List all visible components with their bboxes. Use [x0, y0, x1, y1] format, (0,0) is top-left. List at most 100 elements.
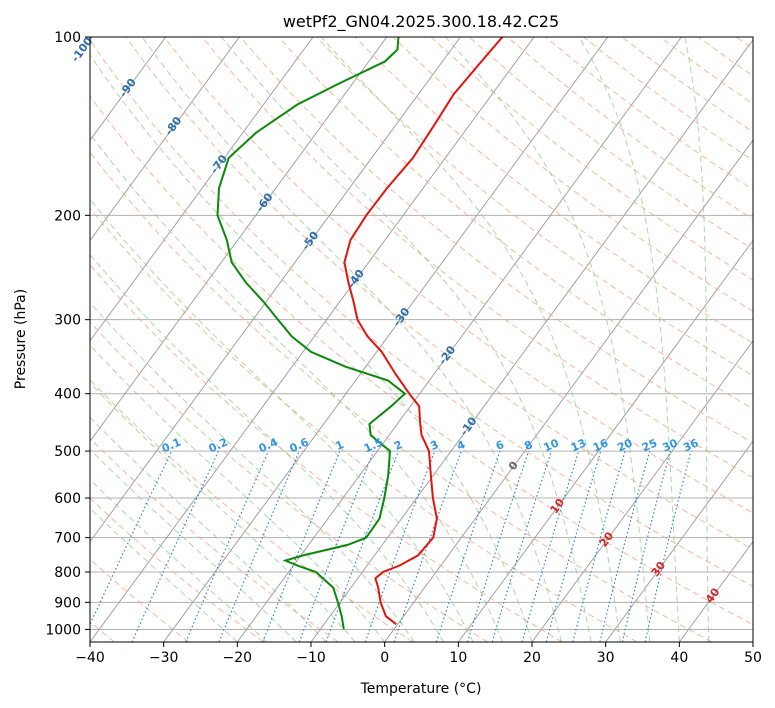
x-axis-label: Temperature (°C): [360, 681, 482, 697]
x-tick-label: 10: [449, 650, 467, 666]
moist-adiabat-line: [90, 301, 415, 642]
isotherm-label: -10: [457, 414, 479, 438]
moist-adiabat-line: [445, 37, 651, 642]
mixing-ratio-line: [491, 450, 552, 642]
dry-adiabat-line: [354, 37, 753, 344]
moist-adiabat-line: [90, 344, 386, 642]
isotherm-line: [90, 37, 240, 242]
isotherm-line: [90, 37, 167, 141]
dry-adiabat-line: [90, 207, 638, 642]
isotherm-line: [457, 239, 753, 642]
mixing-ratio-label: 0.4: [257, 435, 280, 455]
moist-adiabat-line: [90, 478, 268, 642]
sounding-traces: [216, 37, 504, 630]
y-axis-label: Pressure (hPa): [13, 289, 29, 389]
y-tick-label: 600: [54, 491, 81, 507]
isotherm-label: -40: [345, 267, 367, 291]
dry-adiabat-line: [736, 37, 753, 50]
moist-adiabat-line: [684, 37, 710, 642]
dry-adiabat-line: [163, 37, 753, 514]
mixing-ratio-line: [90, 450, 173, 626]
moist-adiabat-line: [221, 37, 592, 642]
moist-adiabat-line: [90, 382, 356, 642]
x-tick-label: 30: [597, 650, 615, 666]
y-tick-label: 500: [54, 444, 81, 460]
plot-background-lines: [90, 37, 753, 642]
mixing-ratio-line: [466, 450, 530, 642]
mixing-ratio-line: [262, 450, 341, 642]
mixing-ratio-label: 20: [615, 436, 635, 454]
x-tick-label: −10: [296, 650, 326, 666]
mixing-ratio-label: 25: [640, 436, 659, 454]
x-tick-label: 40: [670, 650, 688, 666]
dry-adiabat-line: [545, 37, 753, 191]
x-tick-label: 0: [380, 650, 389, 666]
isotherm-line: [678, 540, 753, 642]
dry-adiabat-line: [90, 151, 712, 642]
dry-adiabat-line: [90, 497, 264, 642]
y-tick-label: 900: [54, 595, 81, 611]
mixing-ratio-label: 30: [660, 436, 680, 454]
mixing-ratio-line: [298, 450, 375, 642]
dry-adiabat-line: [392, 37, 753, 312]
mixing-ratio-label: 13: [569, 436, 588, 454]
isotherm-label: -20: [436, 343, 458, 367]
isotherm-label: -90: [117, 76, 139, 100]
y-tick-label: 800: [54, 565, 81, 581]
y-tick-label: 400: [54, 387, 81, 403]
moist-adiabat-line: [141, 37, 562, 642]
chart-title: wetPf2_GN04.2025.300.18.42.C25: [283, 12, 559, 32]
mixing-ratio-line: [325, 450, 400, 642]
mixing-ratio-label: 10: [542, 436, 562, 454]
mixing-ratio-line: [185, 450, 270, 642]
isotherm-label: 30: [649, 559, 669, 579]
isotherm-label: -70: [208, 152, 230, 176]
isotherm-line: [605, 440, 753, 642]
dry-adiabat-line: [90, 95, 753, 626]
moist-adiabat-line: [90, 507, 238, 642]
mixing-ratio-label: 0.2: [207, 436, 230, 456]
dry-adiabat-line: [90, 379, 414, 642]
moist-adiabat-line: [90, 132, 503, 642]
mixing-ratio-line: [599, 450, 651, 642]
plot-frame: [89, 36, 754, 643]
y-tick-label: 300: [54, 313, 81, 329]
dry-adiabat-line: [430, 37, 753, 281]
mixing-ratio-line: [364, 450, 436, 642]
dry-adiabat-line: [90, 39, 753, 587]
isotherm-line: [752, 641, 753, 642]
isotherm-line: [236, 37, 682, 642]
x-tick-label: −40: [75, 650, 105, 666]
x-tick-label: 20: [523, 650, 541, 666]
mixing-ratio-label: 36: [681, 436, 701, 454]
mixing-ratio-line: [435, 450, 501, 642]
isotherm-label: -60: [253, 190, 275, 214]
isotherm-line: [163, 37, 609, 642]
mixing-ratio-line: [218, 450, 300, 642]
mixing-ratio-label: 1.5: [362, 436, 385, 456]
dry-adiabat-line: [316, 37, 753, 377]
mixing-ratio-line: [545, 450, 602, 642]
mixing-ratio-line: [572, 450, 626, 642]
isotherm-line: [531, 340, 753, 642]
dry-adiabat-line: [278, 37, 753, 410]
mixing-ratio-line: [644, 450, 692, 642]
dry-adiabat-line: [697, 37, 753, 77]
dewpoint-line: [216, 37, 407, 630]
mixing-ratio-line: [393, 450, 462, 642]
moist-adiabat-line: [90, 253, 445, 642]
y-tick-label: 700: [54, 531, 81, 547]
y-tick-label: 200: [54, 208, 81, 224]
moist-adiabat-line: [90, 416, 327, 642]
x-tick-label: 50: [744, 650, 762, 666]
temperature-line: [343, 37, 504, 625]
mixing-ratio-label: 16: [591, 436, 611, 454]
moist-adiabat-line: [320, 37, 621, 642]
isotherm-line: [90, 37, 314, 342]
isotherm-label: 20: [597, 529, 617, 549]
isotherm-line: [90, 37, 388, 443]
isotherm-line: [384, 139, 753, 642]
mixing-ratio-label: 0.6: [288, 435, 311, 455]
mixing-ratio-label: 0.1: [160, 436, 183, 456]
